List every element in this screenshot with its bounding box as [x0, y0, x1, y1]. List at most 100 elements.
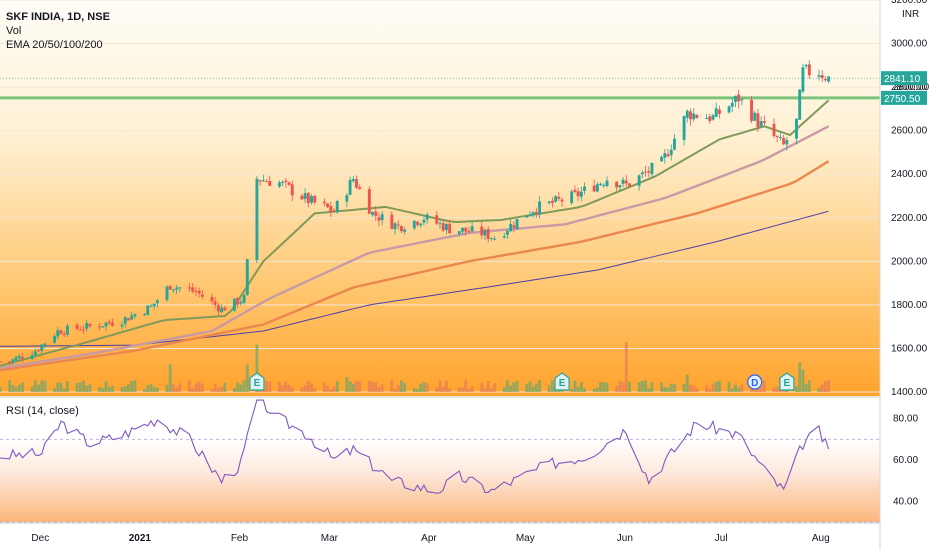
candle-body [261, 180, 265, 182]
volume-bar [303, 385, 307, 392]
candle-body [17, 355, 21, 359]
volume-bar [644, 380, 647, 392]
volume-bar [197, 381, 201, 392]
volume-bar [624, 342, 628, 392]
candle-body [422, 220, 426, 223]
candle-body [534, 211, 538, 214]
ema-legend[interactable]: EMA 20/50/100/200 [6, 39, 103, 51]
volume-bar [380, 384, 384, 392]
volume-bar [592, 388, 596, 392]
volume-bar [255, 344, 259, 392]
volume-bar [692, 385, 696, 392]
candle-body [277, 182, 281, 187]
volume-bar [820, 384, 824, 392]
volume-bar [59, 382, 63, 392]
candle-body [605, 180, 609, 187]
volume-bar [245, 364, 249, 392]
vol-legend[interactable]: Vol [6, 25, 22, 37]
candle-body [210, 297, 214, 302]
volume-bar [82, 380, 85, 392]
time-tick-label: Feb [231, 533, 249, 544]
volume-bar [502, 387, 506, 392]
candle-body [329, 205, 333, 212]
price-axis[interactable]: 1600.00 1800.00 2000.00 2200.00 2400.00 2600.… [891, 0, 928, 398]
volume-bar [750, 388, 753, 392]
candle-body [502, 236, 506, 238]
time-axis[interactable]: Dec 2021 Feb Mar Apr May Jun Jul Aug [31, 533, 829, 544]
candle-body [30, 355, 34, 359]
volume-bar [730, 388, 734, 392]
volume-bar [457, 387, 461, 392]
volume-bar [807, 380, 811, 392]
candle-body [255, 178, 259, 261]
candle-body [525, 216, 529, 218]
volume-bar [422, 382, 426, 392]
volume-bar [605, 382, 609, 392]
volume-bar [175, 387, 179, 392]
candle-body [650, 162, 654, 175]
volume-bar [759, 386, 763, 392]
volume-bar [265, 380, 269, 392]
volume-bar [775, 386, 779, 392]
candle-body [258, 180, 262, 182]
candle-body [470, 226, 474, 232]
candle-body [98, 326, 102, 328]
candle-body [483, 229, 487, 236]
volume-bar [107, 386, 111, 392]
candle-body [461, 227, 464, 232]
candle-body [178, 287, 182, 289]
candle-body [705, 117, 709, 119]
candle-body [335, 201, 339, 213]
hidden-price-label: 2800.00 [893, 82, 930, 93]
candle-body [220, 307, 224, 313]
candle-body [403, 229, 407, 232]
volume-bar [0, 386, 2, 392]
volume-bar [550, 380, 554, 392]
price-tick-label: 3200.00 [891, 0, 928, 6]
candle-body [531, 212, 535, 215]
volume-bar [727, 381, 731, 392]
candle-body [753, 112, 757, 121]
volume-bar [528, 381, 532, 392]
volume-bar [801, 369, 805, 392]
candle-body [107, 321, 111, 324]
candle-body [583, 186, 586, 191]
candle-body [547, 201, 551, 203]
rsi-legend[interactable]: RSI (14, close) [6, 405, 79, 417]
candle-body [756, 113, 760, 128]
symbol-title[interactable]: SKF INDIA, 1D, NSE [6, 11, 110, 23]
volume-bar [602, 382, 606, 392]
candle-body [775, 135, 779, 138]
candle-body [727, 106, 731, 113]
volume-bar [795, 386, 798, 392]
time-tick-label: Jul [715, 533, 728, 544]
rsi-axis[interactable]: 40.00 60.00 80.00 [893, 414, 918, 508]
candle-body [817, 75, 821, 77]
volume-bar [467, 388, 471, 392]
candle-body [444, 224, 448, 231]
candle-body [528, 214, 532, 217]
volume-bar [351, 383, 355, 392]
candle-body [306, 192, 310, 204]
candle-body [322, 201, 326, 204]
volume-bar [663, 387, 667, 392]
price-tick-label: 1800.00 [891, 300, 928, 311]
volume-bar [740, 383, 744, 392]
volume-bar [489, 388, 493, 392]
candle-body [538, 201, 542, 215]
candle-body [37, 350, 40, 352]
ema100-line [0, 160, 830, 372]
candle-body [419, 223, 423, 226]
price-tag-bg [881, 71, 927, 86]
earnings-marker: E [249, 372, 265, 391]
candle-body [457, 231, 461, 234]
volume-bar [371, 381, 374, 392]
candle-body [390, 214, 394, 229]
volume-bar [506, 380, 509, 392]
candle-body [570, 191, 574, 203]
earnings-letter: E [559, 378, 566, 389]
candle-body [59, 330, 63, 334]
volume-bar [448, 388, 452, 392]
rsi-tick-label: 40.00 [893, 496, 918, 507]
